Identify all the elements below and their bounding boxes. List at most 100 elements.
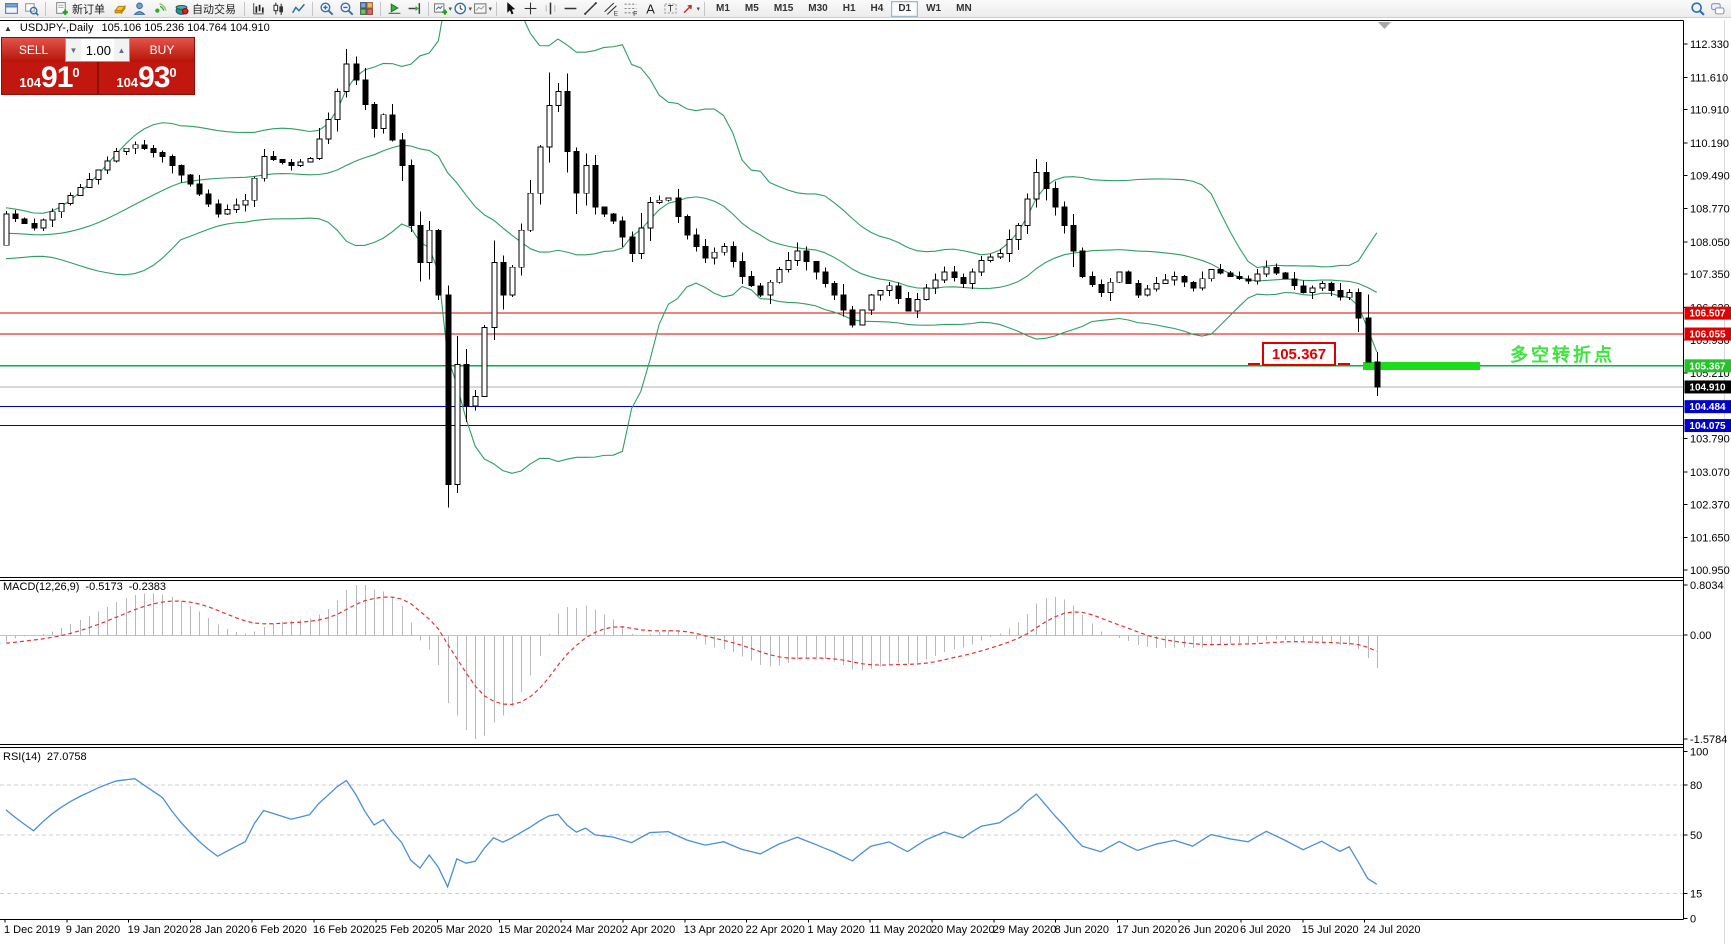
templates-icon[interactable]: ▾ xyxy=(473,1,492,17)
rsi-axis-tick: 0 xyxy=(1690,914,1696,926)
signals-icon[interactable] xyxy=(150,1,169,17)
horizontal-line-icon[interactable] xyxy=(561,1,580,17)
new-chart-icon[interactable]: ▾ xyxy=(433,1,452,17)
price-axis-tick: 103.070 xyxy=(1690,467,1730,479)
date-axis-label: 6 Feb 2020 xyxy=(251,924,307,936)
search-icon[interactable] xyxy=(1688,1,1707,17)
auto-trading-button[interactable]: 自动交易 xyxy=(170,1,240,17)
volume-increase-button[interactable]: ▲ xyxy=(114,39,129,61)
timeframe-d1-button[interactable]: D1 xyxy=(891,0,919,17)
macd-name: MACD(12,26,9) xyxy=(3,581,80,593)
timeframe-mn-button[interactable]: MN xyxy=(956,3,972,14)
macd-signal-line xyxy=(5,596,1378,706)
text-icon[interactable]: A xyxy=(641,1,660,17)
rsi-axis-tick: 50 xyxy=(1690,830,1702,842)
price-line-badge xyxy=(1684,359,1731,373)
date-axis-label: 22 Apr 2020 xyxy=(746,924,805,936)
price-line-badge xyxy=(1684,327,1731,341)
arrows-icon[interactable]: ▾ xyxy=(681,1,700,17)
buy-price-display[interactable]: 104 93 0 xyxy=(97,62,194,94)
price-callout-label: 105.367 xyxy=(1262,342,1336,366)
gold-ingot-icon[interactable] xyxy=(110,1,129,17)
support-highlight-bar xyxy=(1363,362,1480,370)
date-axis-label: 13 Apr 2020 xyxy=(684,924,743,936)
date-axis-label: 29 May 2020 xyxy=(993,924,1057,936)
accounts-icon[interactable] xyxy=(130,1,149,17)
timeframe-h1-button[interactable]: H1 xyxy=(842,3,856,14)
rsi-axis-tick: 15 xyxy=(1690,888,1702,900)
date-axis-label: 15 Jul 2020 xyxy=(1302,924,1359,936)
macd-axis-tick: 0.00 xyxy=(1690,630,1711,642)
price-line-badge-label: 106.507 xyxy=(1689,309,1726,320)
toolbar-separator xyxy=(244,1,245,16)
price-line-badge-label: 105.367 xyxy=(1689,361,1726,372)
toolbar-separator xyxy=(496,1,497,16)
trendline-icon[interactable] xyxy=(581,1,600,17)
line-chart-icon[interactable] xyxy=(289,1,308,17)
date-axis-label: 20 May 2020 xyxy=(931,924,995,936)
chart-shift-marker[interactable] xyxy=(1378,22,1391,29)
price-axis-tick: 109.490 xyxy=(1690,170,1730,182)
toolbar-separator xyxy=(312,1,313,16)
price-axis-tick: 107.350 xyxy=(1690,269,1730,281)
volume-decrease-button[interactable]: ▼ xyxy=(66,39,81,61)
timeframe-w1-button[interactable]: W1 xyxy=(926,3,942,14)
zoom-out-icon[interactable] xyxy=(337,1,356,17)
cursor-icon[interactable] xyxy=(501,1,520,17)
equidistant-channel-icon[interactable]: E xyxy=(601,1,620,17)
toolbar-separator xyxy=(704,1,705,16)
volume-control: ▼ ▲ xyxy=(65,38,130,62)
rsi-axis-tick: 100 xyxy=(1690,747,1708,759)
rsi-pane xyxy=(5,777,1378,889)
timeframe-m15-button[interactable]: M15 xyxy=(773,3,794,14)
price-line-badge-label: 104.910 xyxy=(1689,382,1726,393)
tile-windows-icon[interactable] xyxy=(357,1,376,17)
chart-window-icon[interactable] xyxy=(2,1,21,17)
zoom-in-icon[interactable] xyxy=(317,1,336,17)
macd-value-signal: -0.2383 xyxy=(128,581,167,593)
date-axis-label: 17 Jun 2020 xyxy=(1116,924,1177,936)
price-line-badge-label: 106.055 xyxy=(1689,330,1726,341)
sell-price-display[interactable]: 104 91 0 xyxy=(2,62,97,94)
price-axis-tick: 111.610 xyxy=(1690,72,1728,84)
macd-axis-tick: -1.5784 xyxy=(1690,734,1727,746)
buy-price-prefix: 104 xyxy=(116,74,139,90)
price-line-badge xyxy=(1684,419,1731,433)
auto-scroll-icon[interactable] xyxy=(385,1,404,17)
new-order-button[interactable]: 新订单 xyxy=(50,1,109,17)
periods-icon[interactable]: ▾ xyxy=(453,1,472,17)
chat-icon[interactable] xyxy=(1708,1,1727,17)
timeframe-m5-button[interactable]: M5 xyxy=(744,3,759,14)
date-axis-label: 26 Jun 2020 xyxy=(1178,924,1239,936)
buy-button[interactable]: BUY xyxy=(130,38,194,62)
price-axis-tick: 102.370 xyxy=(1690,499,1730,511)
timeframe-m1-button[interactable]: M1 xyxy=(716,3,730,14)
one-click-trading-panel: SELL ▼ ▲ BUY 104 91 0 104 93 0 xyxy=(1,37,195,95)
chart-shift-icon[interactable] xyxy=(405,1,424,17)
svg-text:A: A xyxy=(646,1,655,16)
crosshair-icon[interactable] xyxy=(521,1,540,17)
collapse-panel-icon[interactable]: ▲ xyxy=(4,23,12,33)
vertical-line-icon[interactable] xyxy=(541,1,560,17)
fibonacci-icon[interactable]: F xyxy=(621,1,640,17)
sell-button[interactable]: SELL xyxy=(2,38,65,62)
text-label-icon[interactable]: T xyxy=(661,1,680,17)
price-line-badge-label: 104.075 xyxy=(1689,421,1726,432)
timeframe-m30-button[interactable]: M30 xyxy=(808,3,828,14)
timeframe-h4-button[interactable]: H4 xyxy=(870,3,884,14)
symbol-title: USDJPY-,Daily xyxy=(19,22,94,34)
turning-point-annotation: 多空转折点 xyxy=(1510,345,1615,365)
price-line-badge xyxy=(1684,380,1731,394)
symbol-info-bar: ▲ USDJPY-,Daily 105.106 105.236 104.764 … xyxy=(4,22,270,34)
candlestick-chart-icon[interactable] xyxy=(269,1,288,17)
sell-price-prefix: 104 xyxy=(19,74,42,90)
bar-chart-icon[interactable] xyxy=(249,1,268,17)
buy-price-big: 93 xyxy=(138,61,170,94)
price-axis-tick: 110.910 xyxy=(1690,105,1729,117)
main-toolbar: 新订单 自动交易 ▾ ▾ ▾ E F A T ▾ M1 M5 M15 M30 H1 H4 D1 W1 MN xyxy=(0,0,1731,18)
data-window-icon[interactable] xyxy=(22,1,41,17)
volume-input[interactable] xyxy=(81,39,114,61)
date-axis-label: 28 Jan 2020 xyxy=(189,924,250,936)
bollinger-band-line xyxy=(5,144,1378,293)
